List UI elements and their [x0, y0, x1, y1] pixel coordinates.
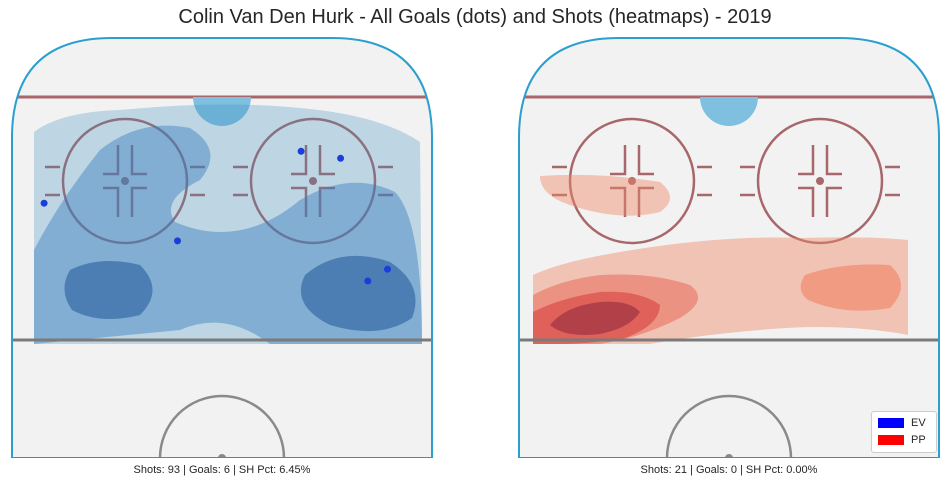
legend-label: EV: [911, 417, 926, 429]
faceoff-dot: [309, 177, 317, 185]
faceoff-circle-right: [740, 117, 900, 245]
center-circle: [158, 394, 286, 458]
goal-dot: [297, 147, 305, 155]
faceoff-dot: [628, 177, 636, 185]
goal-dot: [174, 237, 181, 245]
goal-dots-ev: [40, 147, 391, 285]
center-dot: [725, 454, 733, 458]
goal-dot: [337, 154, 345, 162]
legend: EV PP: [871, 411, 937, 453]
center-dot: [218, 454, 226, 458]
heatmap-level-1: [540, 174, 670, 216]
goal-dot: [384, 265, 391, 273]
caption-pp: Shots: 21 | Goals: 0 | SH Pct: 0.00%: [640, 464, 818, 476]
legend-label: PP: [911, 434, 926, 446]
rink-boards: [518, 37, 940, 458]
rink-pp: [518, 37, 940, 458]
legend-item-pp: PP: [878, 434, 926, 446]
goal-dot: [40, 199, 48, 207]
faceoff-dot: [816, 177, 824, 185]
faceoff-circle-left: [45, 117, 205, 245]
heatmap-level-4: [550, 301, 640, 335]
faceoff-dot: [121, 177, 129, 185]
heatmap-level-3: [64, 261, 153, 319]
goal-crease: [700, 97, 758, 126]
heatmap-level-3: [300, 255, 416, 332]
chart-title: Colin Van Den Hurk - All Goals (dots) an…: [178, 6, 772, 28]
legend-item-ev: EV: [878, 417, 926, 429]
legend-swatch: [878, 418, 904, 428]
legend-swatch: [878, 435, 904, 445]
rink-ev: [11, 37, 433, 458]
goal-crease: [193, 97, 251, 126]
center-circle: [665, 394, 793, 458]
shot-heatmap-pp: [533, 174, 908, 344]
heatmap-level-2: [800, 264, 901, 311]
faceoff-circle-left: [552, 117, 712, 245]
rink-boards: [11, 37, 433, 458]
shot-heatmap-ev: [34, 104, 422, 344]
caption-ev: Shots: 93 | Goals: 6 | SH Pct: 6.45%: [133, 464, 311, 476]
goal-dot: [364, 277, 372, 285]
faceoff-circle-right: [233, 117, 393, 245]
